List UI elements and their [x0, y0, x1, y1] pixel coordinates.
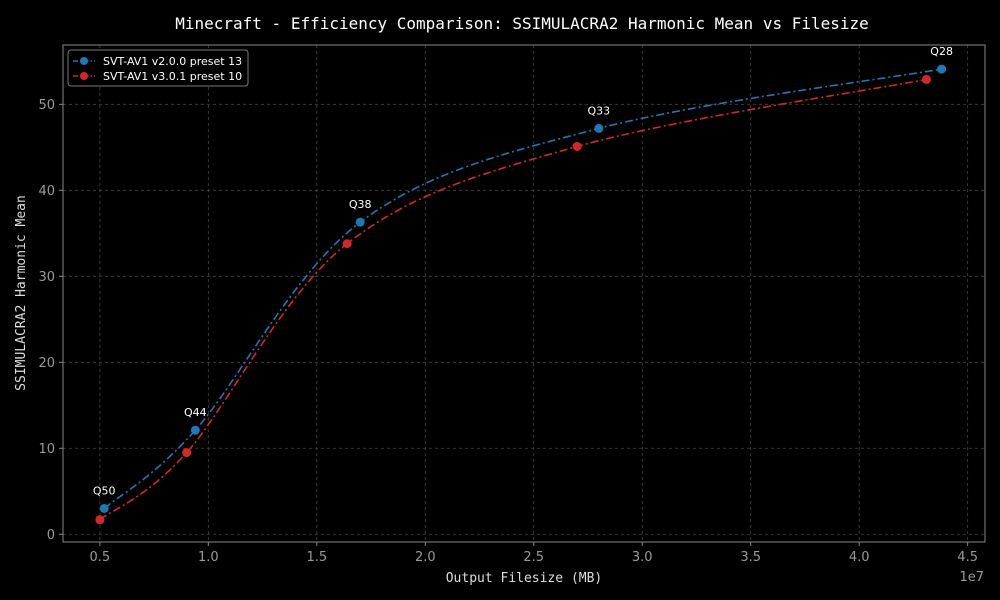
series-1: [99, 64, 947, 513]
x-tick-label: 2.5: [523, 550, 544, 565]
data-point: [342, 239, 352, 249]
legend-label: SVT-AV1 v3.0.1 preset 10: [103, 70, 242, 83]
y-axis-label: SSIMULACRA2 Harmonic Mean: [14, 195, 29, 391]
point-annotation: Q28: [930, 45, 953, 58]
data-point: [182, 448, 192, 458]
point-annotation: Q38: [349, 198, 372, 211]
x-tick-label: 0.5: [90, 550, 111, 565]
y-tick-label: 40: [38, 184, 55, 199]
series-2: [95, 74, 931, 525]
point-annotation: Q50: [93, 484, 116, 497]
y-tick-label: 0: [47, 528, 55, 543]
x-tick-label: 4.0: [849, 550, 870, 565]
data-point: [594, 123, 604, 133]
legend: SVT-AV1 v2.0.0 preset 13 SVT-AV1 v3.0.1 p…: [67, 49, 249, 87]
x-tick-label: 3.0: [632, 550, 653, 565]
series-line: [103, 68, 942, 510]
plot-frame: [62, 44, 986, 543]
grid: [63, 45, 985, 542]
data-point: [95, 515, 105, 525]
x-tick-label: 4.5: [957, 550, 978, 565]
series-line: [99, 78, 927, 521]
legend-marker: [80, 57, 88, 65]
point-annotations: Q50 Q44 Q38 Q33 Q28: [93, 45, 953, 497]
chart-title: Minecraft - Efficiency Comparison: SSIMU…: [175, 14, 869, 33]
data-point: [355, 217, 365, 227]
data-point: [572, 141, 582, 151]
x-tick-label: 1.0: [198, 550, 219, 565]
legend-marker: [80, 72, 88, 80]
x-tick-label: 3.5: [740, 550, 761, 565]
data-point: [921, 74, 931, 84]
point-annotation: Q44: [184, 406, 207, 419]
data-point: [937, 64, 947, 74]
y-tick-label: 30: [38, 270, 55, 285]
legend-entry: SVT-AV1 v2.0.0 preset 13: [73, 55, 242, 68]
y-tick-label: 50: [38, 98, 55, 113]
legend-box: [67, 49, 249, 87]
x-tick-label: 1.5: [306, 550, 327, 565]
y-tick-label: 10: [38, 442, 55, 457]
data-point: [190, 425, 200, 435]
x-axis-offset-label: 1e7: [959, 570, 984, 585]
x-tick-label: 2.0: [415, 550, 436, 565]
x-axis-ticks: 0.5 1.0 1.5 2.0 2.5 3.0 3.5 4.0 4.5: [90, 542, 978, 565]
legend-entry: SVT-AV1 v3.0.1 preset 10: [73, 70, 242, 83]
y-tick-label: 20: [38, 356, 55, 371]
point-annotation: Q33: [588, 104, 611, 117]
y-axis-ticks: 0 10 20 30 40 50: [38, 98, 63, 543]
data-point: [99, 503, 109, 513]
plot-series: [95, 64, 947, 525]
legend-label: SVT-AV1 v2.0.0 preset 13: [103, 55, 242, 68]
x-axis-label: Output Filesize (MB): [446, 571, 603, 586]
